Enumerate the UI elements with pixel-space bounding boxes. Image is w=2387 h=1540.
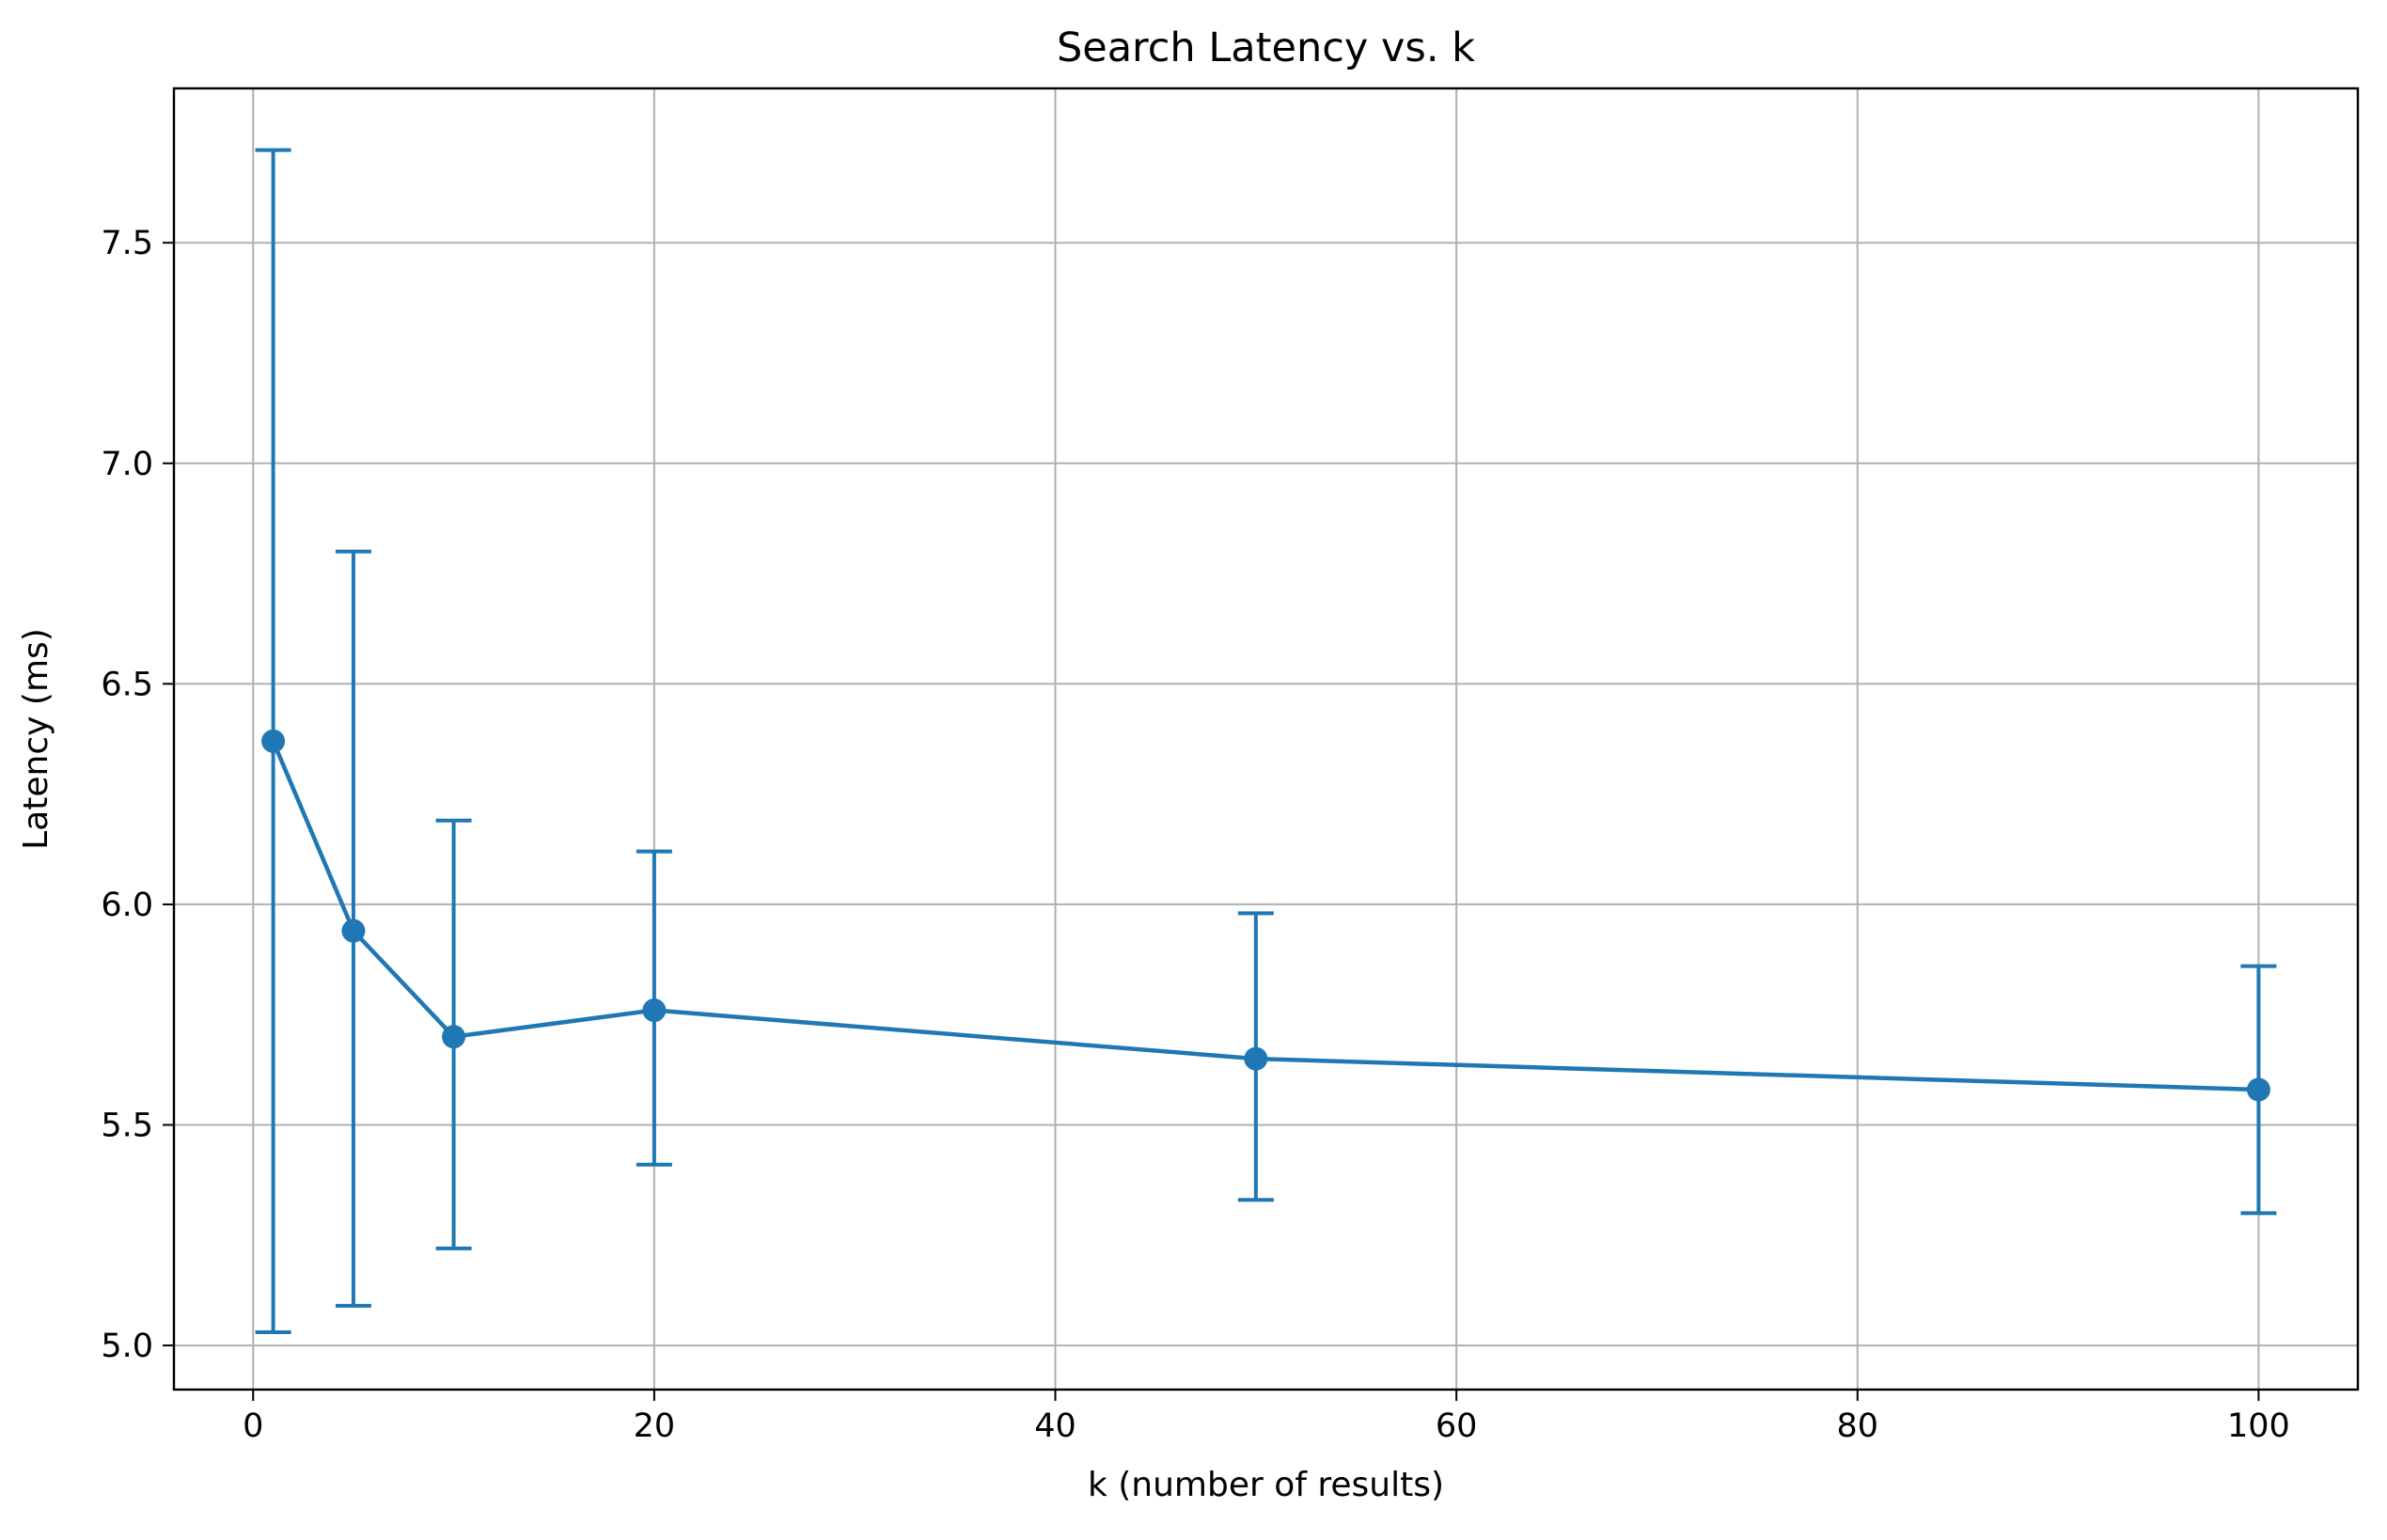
chart-title: Search Latency vs. k bbox=[1057, 24, 1475, 71]
data-point bbox=[341, 919, 366, 943]
y-tick-label: 7.0 bbox=[101, 446, 153, 483]
series-latency bbox=[255, 148, 2277, 1335]
y-axis-label: Latency (ms) bbox=[17, 628, 55, 850]
data-point bbox=[1244, 1046, 1268, 1071]
grid bbox=[174, 88, 2358, 1390]
y-tick-label: 6.5 bbox=[101, 666, 153, 703]
y-tick-label: 6.0 bbox=[101, 887, 153, 924]
x-tick-label: 20 bbox=[634, 1407, 676, 1445]
data-point bbox=[2246, 1077, 2270, 1102]
plot-frame bbox=[172, 86, 2360, 1391]
data-point bbox=[442, 1025, 466, 1049]
data-point bbox=[261, 729, 286, 753]
y-tick-label: 7.5 bbox=[101, 225, 153, 262]
data-point bbox=[642, 998, 667, 1023]
x-tick-label: 60 bbox=[1436, 1407, 1478, 1445]
x-tick-label: 100 bbox=[2227, 1407, 2290, 1445]
y-tick-label: 5.0 bbox=[101, 1328, 153, 1365]
x-tick-label: 0 bbox=[243, 1407, 263, 1445]
axis-ticks: 0 20 40 60 80 100 5.0 5.5 6.0 6.5 7.0 7.5 bbox=[101, 225, 2289, 1445]
y-tick-label: 5.5 bbox=[101, 1108, 153, 1145]
series-line bbox=[271, 740, 2259, 1092]
x-axis-label: k (number of results) bbox=[1088, 1466, 1444, 1504]
x-tick-label: 40 bbox=[1034, 1407, 1076, 1445]
x-tick-label: 80 bbox=[1837, 1407, 1879, 1445]
